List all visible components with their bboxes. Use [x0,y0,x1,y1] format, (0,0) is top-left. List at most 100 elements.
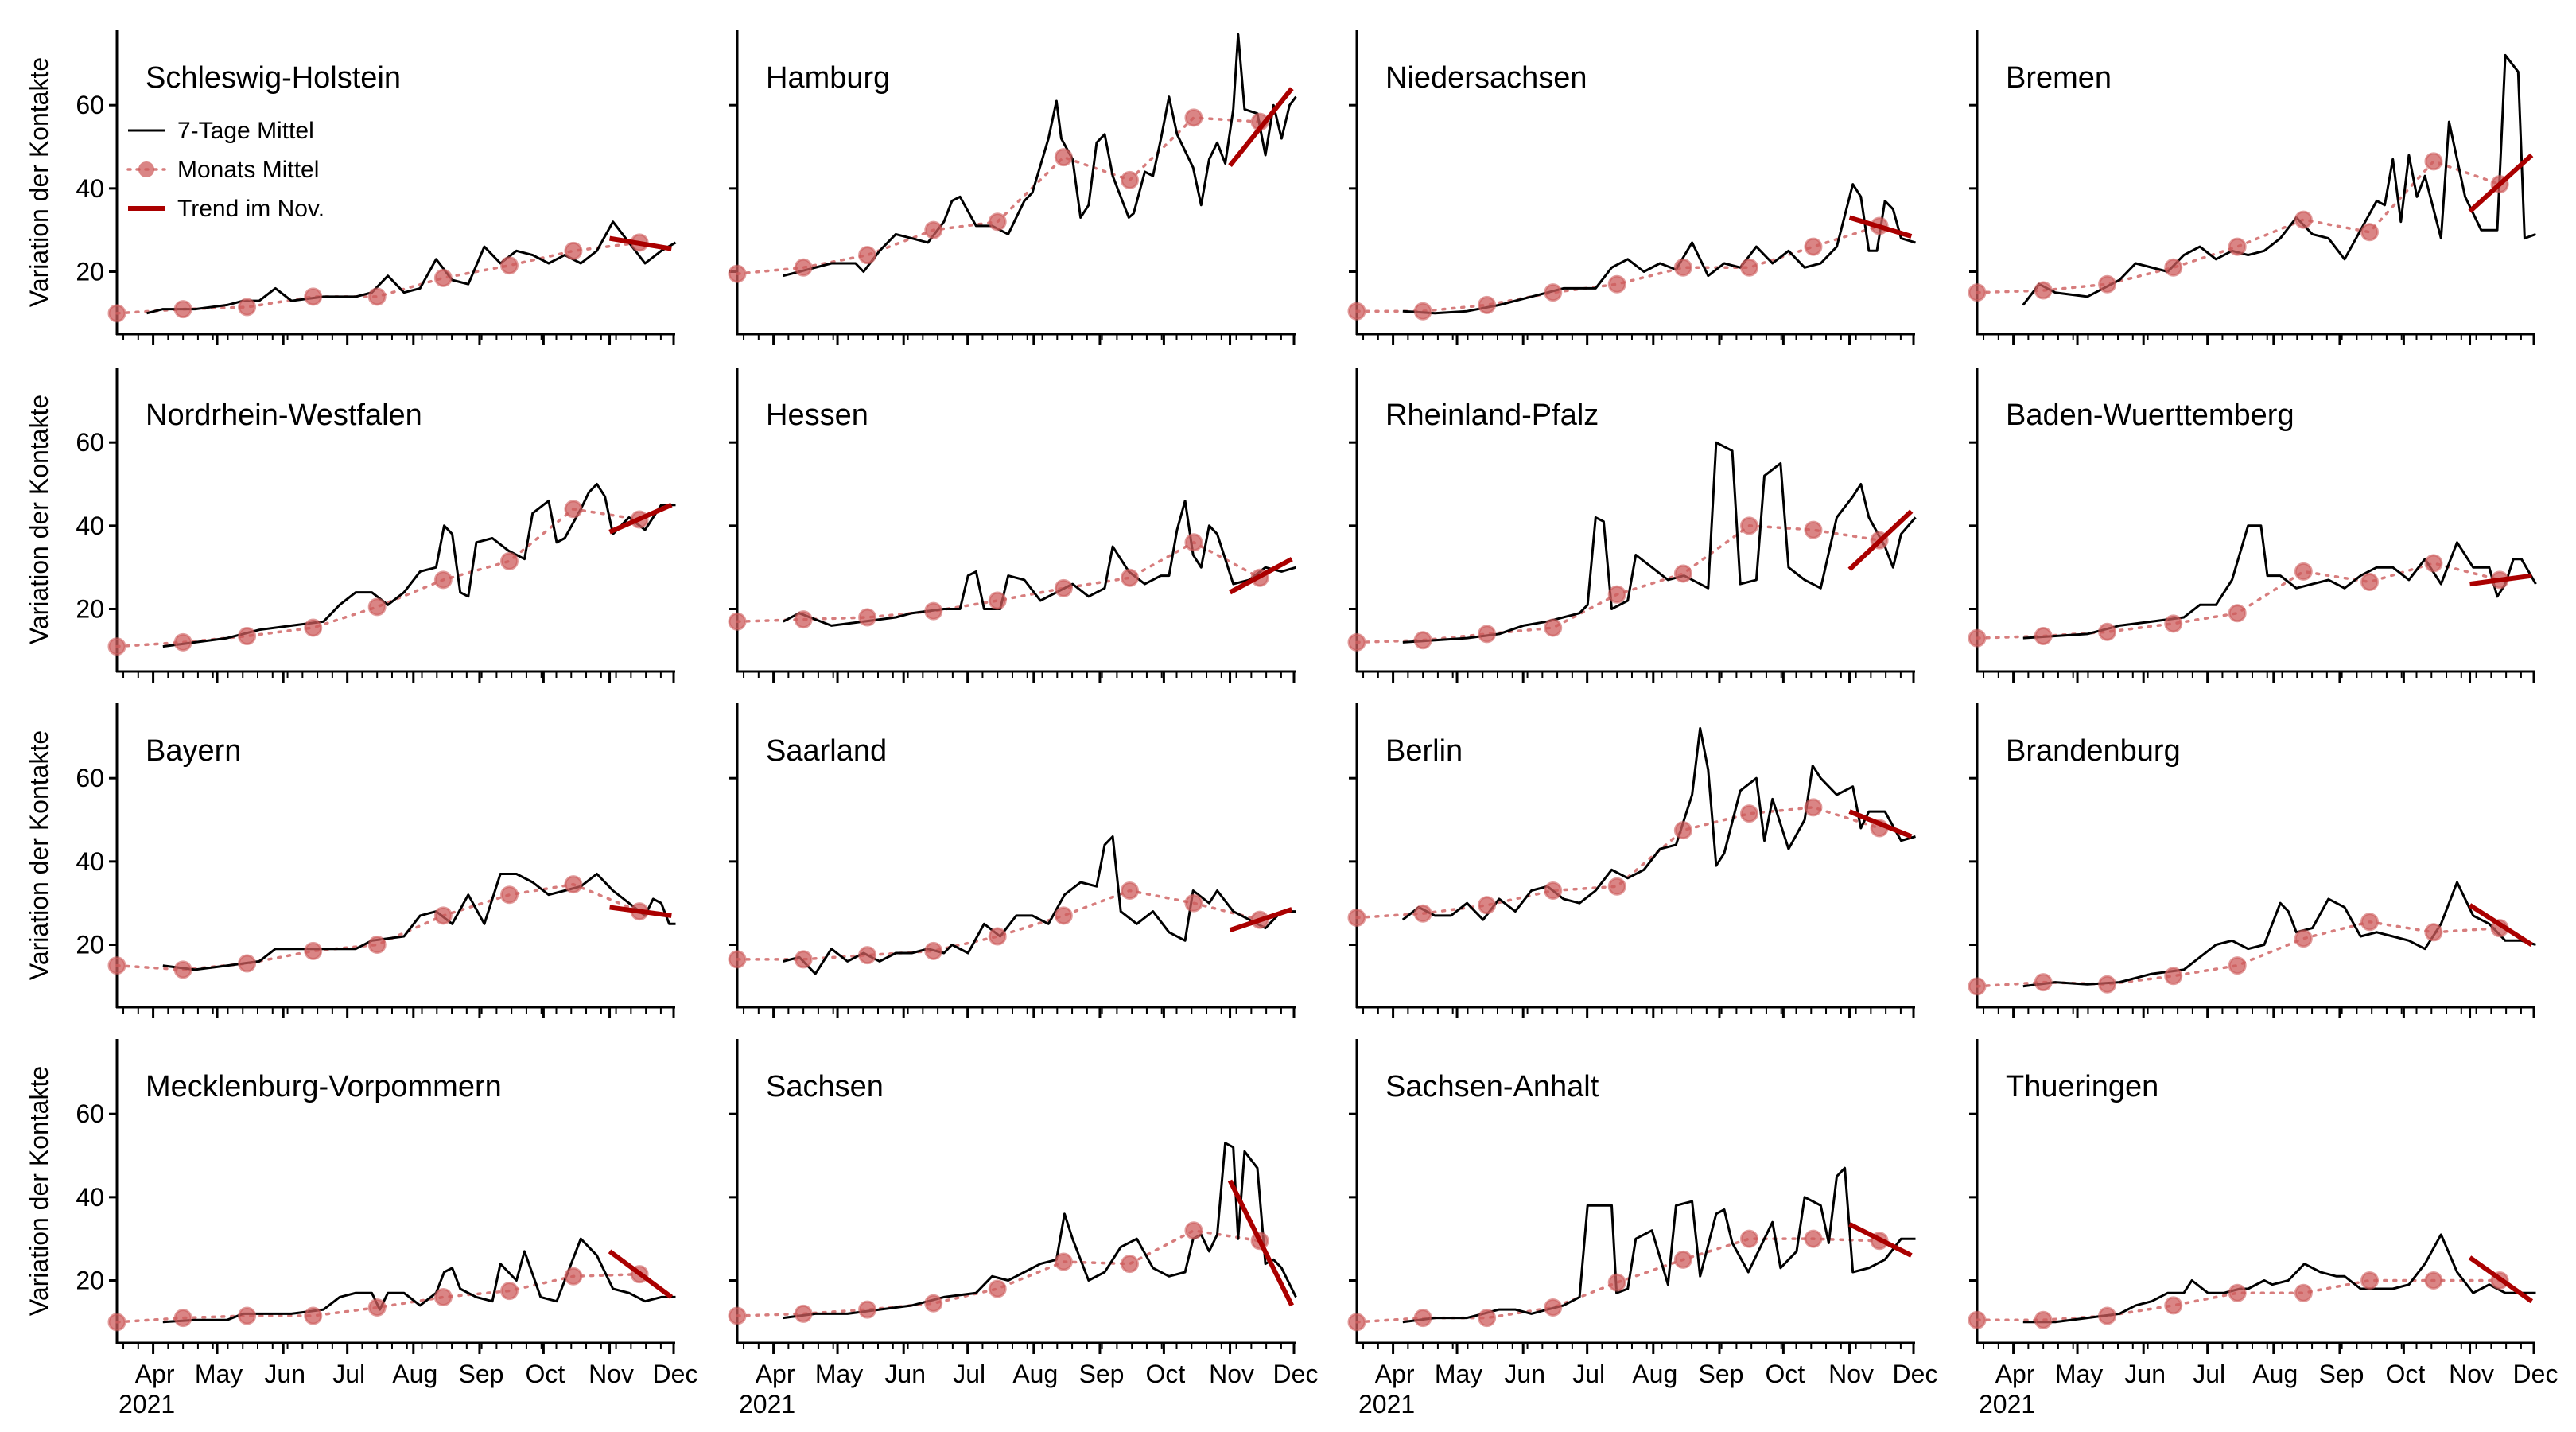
monthly-mean-marker [794,950,813,969]
monthly-mean-marker [1478,1309,1497,1328]
seven-day-mean-line [1402,183,1916,315]
monthly-mean-marker [2034,627,2053,646]
monthly-mean-marker [433,1287,453,1306]
y-tick-label: 60 [76,91,104,119]
monthly-mean-marker [1804,1229,1823,1248]
monthly-mean-marker [924,941,943,960]
panel-berlin: Berlin [1347,703,1916,1018]
monthly-mean-marker [2424,1271,2443,1290]
legend: 7-Tage Mittel Monats Mittel Trend im Nov. [126,118,324,222]
panel-title: Hessen [766,399,868,432]
monthly-mean-marker [2098,622,2117,641]
monthly-mean-marker [1968,1310,1987,1329]
monthly-mean-marker [1120,170,1139,189]
legend-label: 7-Tage Mittel [177,118,314,144]
x-tick-label: Jul [332,1360,365,1388]
monthly-mean-marker [1673,258,1692,277]
monthly-mean-marker [1968,977,1987,996]
monthly-mean-marker [1478,295,1497,314]
monthly-mean-marker [2098,1306,2117,1325]
legend-label: Trend im Nov. [177,196,324,222]
monthly-mean-marker [564,1267,583,1286]
seven-day-mean-line [162,873,676,971]
panel-title: Sachsen [766,1070,884,1103]
x-tick-label: Nov [589,1360,634,1388]
x-tick-label: Jun [2124,1360,2166,1388]
seven-day-mean-line [783,835,1296,975]
monthly-mean-marker [304,941,323,960]
x-tick-label: Jul [1572,1360,1605,1388]
monthly-mean-marker [107,637,126,656]
monthly-mean-marker [988,591,1007,610]
monthly-mean-marker [924,220,943,239]
monthly-mean-marker [1673,821,1692,840]
monthly-mean-marker [107,304,126,323]
x-tick-label: Oct [526,1360,565,1388]
x-year-label: 2021 [119,1390,175,1418]
november-trend-line [1227,1179,1295,1307]
monthly-mean-marker [728,950,747,969]
monthly-mean-marker [499,1282,519,1301]
y-tick-label: 40 [76,847,104,876]
x-tick-label: Dec [1893,1360,1938,1388]
panel-title: Brandenburg [2006,734,2181,768]
panel-title: Thueringen [2006,1070,2158,1103]
november-trend-line [1848,809,1913,839]
monthly-mean-marker [1607,274,1626,294]
monthly-mean-marker [1413,631,1432,650]
monthly-mean-marker [1184,108,1203,127]
monthly-mean-marker [1120,568,1139,587]
panel-hamburg: Hamburg [728,30,1297,345]
x-tick-label: Apr [756,1360,795,1388]
monthly-mean-marker [2228,956,2247,975]
monthly-mean-marker [988,927,1007,946]
panel-title: Nordrhein-Westfalen [146,399,422,432]
november-trend-line [1848,215,1913,239]
monthly-mean-marker [1804,237,1823,256]
monthly-mean-marker [367,1298,387,1317]
monthly-mean-marker [2228,1283,2247,1302]
monthly-mean-marker [1120,1255,1139,1274]
panel-title: Berlin [1385,734,1463,768]
monthly-mean-marker [1120,881,1139,900]
november-trend-line [1229,557,1293,595]
monthly-mean-marker [1347,908,1366,927]
monthly-mean-marker [1478,625,1497,644]
panel-rheinland-pfalz: Rheinland-Pfalz [1347,368,1917,683]
monthly-mean-marker [2034,281,2053,300]
monthly-mean-marker [173,960,192,979]
monthly-mean-marker [173,1309,192,1328]
x-tick-label: May [815,1360,863,1388]
monthly-mean-line [1976,562,2501,640]
monthly-mean-marker [988,212,1007,232]
x-tick-label: Jun [264,1360,305,1388]
monthly-mean-marker [988,1279,1007,1298]
monthly-mean-line [1355,524,1881,644]
monthly-mean-marker [2360,572,2379,591]
monthly-mean-marker [794,610,813,629]
monthly-mean-marker [304,1306,323,1325]
monthly-mean-marker [1054,578,1073,597]
monthly-mean-marker [728,264,747,283]
monthly-mean-marker [499,551,519,570]
monthly-mean-marker [858,608,877,627]
x-tick-label: Nov [2449,1360,2494,1388]
november-trend-line [2468,153,2534,213]
monthly-mean-marker [1804,520,1823,539]
panel-brandenburg: Brandenburg [1968,703,2536,1018]
x-year-label: 2021 [1979,1390,2035,1418]
monthly-mean-marker [173,300,192,319]
monthly-mean-marker [1544,618,1563,637]
panel-nordrhein-westfalen: 20 40 60 Variation der Kontakte Nordrhein-We… [25,368,676,683]
panel-title: Baden-Wuerttemberg [2006,399,2294,432]
seven-day-mean-line [2022,53,2537,306]
monthly-mean-marker [367,936,387,955]
monthly-mean-marker [2294,562,2313,581]
monthly-mean-marker [1413,904,1432,923]
monthly-mean-marker [2164,1296,2183,1315]
y-axis-label: Variation der Kontakte [25,395,53,644]
monthly-mean-marker [2424,152,2443,171]
x-tick-label: Sep [2318,1360,2364,1388]
panel-hessen: Hessen [728,368,1296,683]
